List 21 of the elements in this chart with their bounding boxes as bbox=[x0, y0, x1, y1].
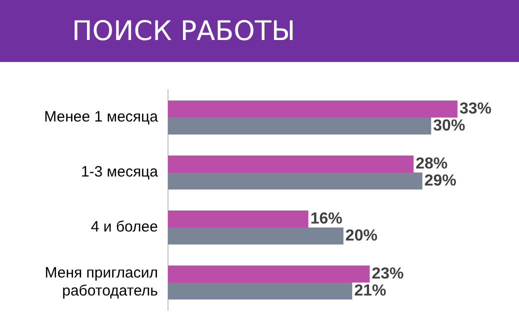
bar bbox=[168, 210, 308, 228]
data-label: 30% bbox=[433, 117, 466, 134]
data-label: 28% bbox=[416, 155, 448, 172]
data-label: 33% bbox=[459, 100, 492, 118]
y-tick-label: 4 и более bbox=[90, 218, 158, 236]
y-tick-label: Меня пригласил работодатель bbox=[44, 264, 158, 300]
y-tick-label: 1-3 месяца bbox=[80, 164, 159, 181]
bar bbox=[168, 265, 370, 282]
chart-title: ПОИСК РАБОТЫ bbox=[72, 16, 296, 46]
bar bbox=[168, 172, 422, 190]
bar bbox=[168, 100, 458, 118]
data-label: 23% bbox=[372, 265, 404, 282]
bar bbox=[168, 118, 432, 135]
y-tick-label: Менее 1 месяца bbox=[44, 108, 159, 126]
data-label: 21% bbox=[354, 282, 386, 300]
data-label: 16% bbox=[310, 210, 342, 228]
bar bbox=[168, 228, 344, 245]
bar bbox=[168, 282, 352, 300]
data-label: 29% bbox=[424, 172, 456, 190]
data-label: 20% bbox=[345, 227, 378, 244]
bar bbox=[168, 155, 414, 172]
